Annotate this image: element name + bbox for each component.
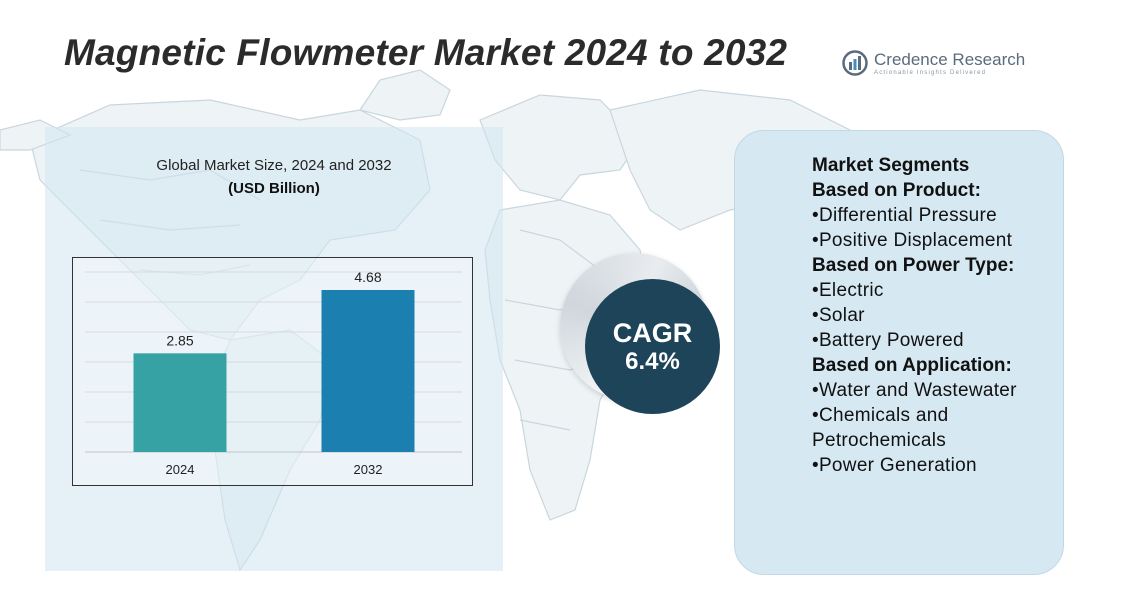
segment-item: •Chemicals and Petrochemicals <box>812 405 949 451</box>
segments-panel <box>734 130 1064 575</box>
segment-item: •Differential Pressure <box>812 205 998 226</box>
market-segments-list: Market Segments Based on Product: •Diffe… <box>812 153 1042 478</box>
credence-logo-icon <box>842 50 868 76</box>
data-label-2024: 2.85 <box>166 332 193 348</box>
segments-heading: Market Segments <box>812 155 970 176</box>
x-tick-label-2024: 2024 <box>166 462 195 477</box>
segment-item: •Electric <box>812 280 884 301</box>
segment-group-title: Based on Power Type: <box>812 255 1015 276</box>
bar-2032 <box>321 290 415 452</box>
data-label-2032: 4.68 <box>354 269 381 285</box>
chart-panel <box>45 127 503 571</box>
cagr-label: CAGR <box>612 317 693 348</box>
brand-tagline: Actionable Insights Delivered <box>874 69 987 76</box>
brand-logo: Credence Research Actionable Insights De… <box>842 47 1025 79</box>
segment-item: •Positive Displacement <box>812 230 1013 251</box>
segment-item: •Water and Wastewater <box>812 380 1017 401</box>
cagr-value: 6.4% <box>625 347 680 375</box>
cagr-badge: CAGR 6.4% <box>585 279 720 414</box>
segment-group-title: Based on Application: <box>812 355 1012 376</box>
chart-subtitle: (USD Billion) <box>228 180 320 197</box>
segment-item: •Battery Powered <box>812 330 964 351</box>
chart-title: Global Market Size, 2024 and 2032 <box>156 157 392 174</box>
segment-item: •Power Generation <box>812 455 977 476</box>
bar-chart: 2.85 2024 4.68 2032 <box>72 257 473 486</box>
bar-2024 <box>133 353 227 452</box>
page-title: Magnetic Flowmeter Market 2024 to 2032 <box>64 32 788 73</box>
bar-chart-svg: 2.85 2024 4.68 2032 <box>85 269 462 477</box>
x-tick-label-2032: 2032 <box>354 462 383 477</box>
brand-name: Credence Research <box>874 49 1026 69</box>
segment-item: •Solar <box>812 305 865 326</box>
segment-group-title: Based on Product: <box>812 180 981 201</box>
